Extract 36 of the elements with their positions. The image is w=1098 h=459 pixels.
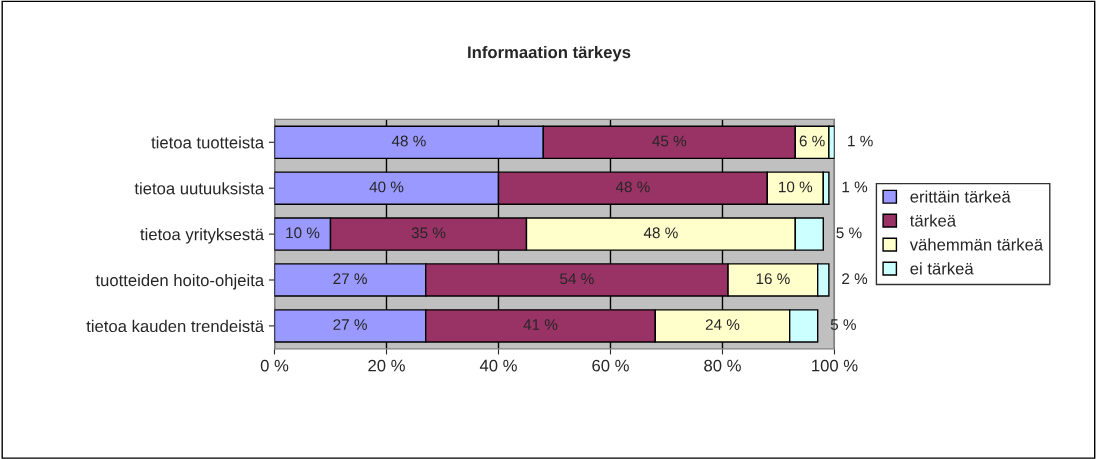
data-label: 41 % bbox=[523, 319, 558, 330]
legend-label: tärkeä bbox=[910, 214, 957, 227]
legend-label: ei tärkeä bbox=[910, 262, 974, 275]
y-tick-label: tietoa yrityksestä bbox=[140, 228, 265, 244]
data-label: 6 % bbox=[799, 135, 825, 147]
data-label: 24 % bbox=[705, 319, 740, 330]
data-label: 1 % bbox=[848, 135, 873, 147]
data-label: 48 % bbox=[391, 135, 426, 147]
chart-title: Informaation tärkeys bbox=[468, 45, 631, 62]
data-label: 5 % bbox=[830, 319, 856, 330]
data-label: 54 % bbox=[560, 273, 594, 285]
x-tick-label: 20 % bbox=[368, 359, 405, 372]
data-label: 16 % bbox=[756, 273, 790, 285]
y-tick-label: tietoa uutuuksista bbox=[134, 182, 265, 195]
x-tick-label: 40 % bbox=[479, 359, 517, 372]
data-label: 27 % bbox=[333, 273, 367, 285]
data-label: 10 % bbox=[286, 227, 320, 239]
legend-label: erittäin tärkeä bbox=[910, 190, 1011, 203]
data-label: 2 % bbox=[842, 273, 868, 285]
data-label: 48 % bbox=[615, 181, 650, 193]
data-label: 35 % bbox=[411, 227, 446, 239]
y-tick-label: tietoa kauden trendeistä bbox=[86, 319, 265, 333]
data-label: 1 % bbox=[842, 181, 868, 193]
y-tick-label: tietoa tuotteista bbox=[151, 136, 265, 149]
y-tick-label: tuotteiden hoito-ohjeita bbox=[95, 273, 265, 290]
x-tick-label: 0 % bbox=[260, 359, 289, 372]
data-label: 5 % bbox=[836, 227, 862, 239]
x-tick-label: 80 % bbox=[704, 359, 741, 372]
legend-label: vähemmän tärkeä bbox=[909, 238, 1044, 251]
data-label: 40 % bbox=[369, 181, 404, 193]
x-tick-label: 60 % bbox=[592, 359, 629, 372]
x-tick-label: 100 % bbox=[812, 359, 858, 372]
data-label: 10 % bbox=[779, 181, 813, 193]
data-label: 45 % bbox=[652, 135, 687, 147]
data-label: 27 % bbox=[333, 319, 367, 330]
data-label: 48 % bbox=[643, 227, 678, 239]
